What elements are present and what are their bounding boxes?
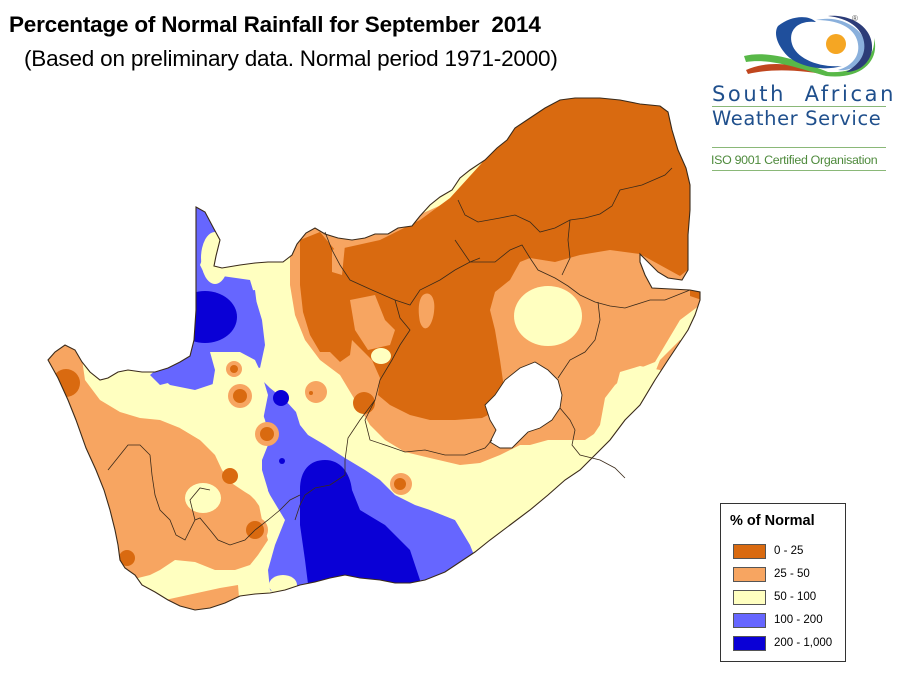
zone-200-1000-spot [273,390,289,406]
boundary-freestate-west [364,299,493,456]
page-title: Percentage of Normal Rainfall for Septem… [9,12,541,37]
legend-label: 100 - 200 [774,614,823,626]
logo-navy-arc [828,15,873,72]
logo-text-line1: South African [712,82,896,106]
zone-25-50-pocket-b [418,293,435,329]
map-legend: % of Normal 0 - 25 25 - 50 50 - 100 100 … [720,503,846,662]
logo-text-line2: Weather Service [712,107,882,130]
logo-blue-swoosh [776,17,842,69]
zone-0-25-north [300,98,700,420]
zone-50-100-karoo-patch [185,483,221,513]
logo-sun [826,34,846,54]
zone-0-25-spot-g [119,550,135,566]
legend-swatch [733,567,766,582]
boundary-gauteng [454,239,691,309]
boundary-kzn-west [557,301,601,379]
boundary-northwest-east [324,231,481,306]
legend-swatch [733,613,766,628]
legend-item: 50 - 100 [733,590,843,606]
legend-item: 25 - 50 [733,567,843,583]
zone-0-25-namaqua-coast [52,369,80,397]
registered-mark: ® [852,14,858,23]
legend-item: 0 - 25 [733,544,843,560]
zone-0-25-spot-d [309,391,313,395]
logo-divider-top [712,106,886,107]
logo-green-swoosh [744,38,876,77]
zone-0-25-spot-e [222,468,238,484]
saws-logo: ® South African Weather Service ISO 9001… [708,8,893,178]
legend-swatch [733,544,766,559]
zone-50-100-pocket [371,348,391,364]
legend-title: % of Normal [730,513,815,529]
zone-0-25-east-spot [394,478,406,490]
logo-lightblue-arc [816,18,866,71]
boundary-easterncape-north [559,407,626,479]
legend-swatch [733,590,766,605]
legend-item: 100 - 200 [733,613,843,629]
logo-certification: ISO 9001 Certified Organisation [711,153,878,167]
zone-50-100-east [390,366,668,570]
swoosh-sun-icon [744,15,876,77]
legend-label: 25 - 50 [774,568,810,580]
zone-25-50-spot-d [305,381,327,403]
zone-0-25-spot-b [233,389,247,403]
zone-50-100-kalahari-patch [201,232,229,284]
logo-red-swoosh [746,64,833,76]
zone-25-50-pocket-a [350,295,395,350]
boundary-westerncape-inner [189,487,211,521]
logo-divider-bottom [712,170,886,171]
legend-label: 200 - 1,000 [774,637,833,649]
zone-0-25-spot-a [230,365,238,373]
boundary-westerncape-north [107,444,301,546]
legend-label: 0 - 25 [774,545,804,557]
zone-0-25-vaal-spot [353,392,375,414]
boundary-northerncape-east [294,399,376,521]
boundary-limpopo-south [457,167,673,233]
zone-200-1000-dot [279,458,285,464]
zone-0-25-spot-c [260,427,274,441]
province-boundaries [107,167,691,546]
zone-200-1000-northwest [173,291,237,343]
legend-label: 50 - 100 [774,591,817,603]
boundary-mpumalanga [561,219,571,276]
logo-divider-middle [712,147,886,148]
zone-200-1000-south [300,460,420,600]
page-subtitle: (Based on preliminary data. Normal perio… [24,46,558,71]
legend-item: 200 - 1,000 [733,636,843,652]
legend-swatch [733,636,766,651]
zone-50-100-highveld-patch [514,286,582,346]
